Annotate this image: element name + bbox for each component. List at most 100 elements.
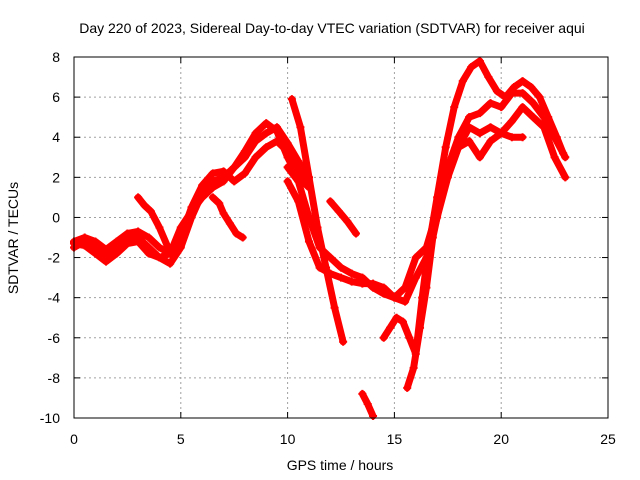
data-point [347,269,356,278]
data-point [437,193,446,202]
data-point [518,103,527,112]
data-point [518,89,527,98]
data-point [550,153,559,162]
data-point [358,273,367,282]
data-point [552,133,561,142]
data-point [225,219,234,228]
data-point [304,237,313,246]
data-point [166,249,175,258]
data-point [358,389,367,398]
y-tick-label: 6 [52,89,60,105]
data-point [330,303,339,312]
data-point [486,99,495,108]
data-point [304,173,313,182]
data-point [91,249,100,258]
x-tick-label: 0 [70,431,78,447]
data-point [507,117,516,126]
data-point [166,259,175,268]
data-point [529,113,538,122]
data-point [230,163,239,172]
data-point [198,193,207,202]
data-point [208,169,217,178]
data-point [416,323,425,332]
data-point [339,337,348,346]
data-point [215,199,224,208]
data-point [219,209,228,218]
y-tick-label: 2 [52,169,60,185]
data-point [409,363,418,372]
data-point [112,249,121,258]
data-point [155,223,164,232]
data-point [262,143,271,152]
data-point [187,207,196,216]
data-point [251,137,260,146]
data-point [422,283,431,292]
data-point [287,95,296,104]
chart-title: Day 220 of 2023, Sidereal Day-to-day VTE… [79,20,585,36]
data-point [405,333,414,342]
data-point [411,273,420,282]
data-point [240,153,249,162]
data-point [176,223,185,232]
data-point [475,129,484,138]
data-point [518,77,527,86]
data-point [230,177,239,186]
data-point [163,243,172,252]
x-tick-label: 20 [493,431,509,447]
x-axis: 0 5 10 15 20 25 [70,57,616,447]
x-tick-label: 10 [280,431,296,447]
data-point [363,399,372,408]
data-point [112,237,121,246]
data-point [518,133,527,142]
data-point [326,253,335,262]
data-point [392,313,401,322]
y-tick-label: 8 [52,49,60,65]
data-point [484,73,493,82]
data-point [294,157,303,166]
data-point [501,93,510,102]
data-point [80,233,89,242]
data-point [445,163,454,172]
y-tick-label: -10 [40,410,60,426]
data-point [262,119,271,128]
data-point [123,229,132,238]
data-point [102,257,111,266]
data-point [283,163,292,172]
data-point [144,249,153,258]
data-point [458,77,467,86]
series-track-i [403,129,527,392]
data-point [401,297,410,306]
data-point [544,113,553,122]
y-axis-label: SDTVAR / TECUs [5,182,21,294]
data-point [155,243,164,252]
data-point [369,411,378,420]
data-point [272,123,281,132]
data-point [510,83,519,92]
data-point [497,129,506,138]
y-tick-label: 0 [52,209,60,225]
data-point [155,253,164,262]
x-tick-label: 5 [177,431,185,447]
data-point [304,213,313,222]
data-point [208,193,217,202]
data-point [219,177,228,186]
data-point [140,201,149,210]
data-point [475,109,484,118]
x-tick-label: 25 [600,431,616,447]
x-axis-label: GPS time / hours [287,457,394,473]
data-point [507,133,516,142]
data-point [379,289,388,298]
data-point [208,183,217,192]
data-point [559,149,568,158]
data-point [102,245,111,254]
data-point [337,263,345,272]
data-point [486,137,495,146]
data-point [240,169,249,178]
data-point [296,123,305,132]
series-track-l [326,197,360,237]
data-point [465,123,474,132]
data-point [411,253,420,262]
data-point [379,333,388,342]
data-point [403,383,412,392]
